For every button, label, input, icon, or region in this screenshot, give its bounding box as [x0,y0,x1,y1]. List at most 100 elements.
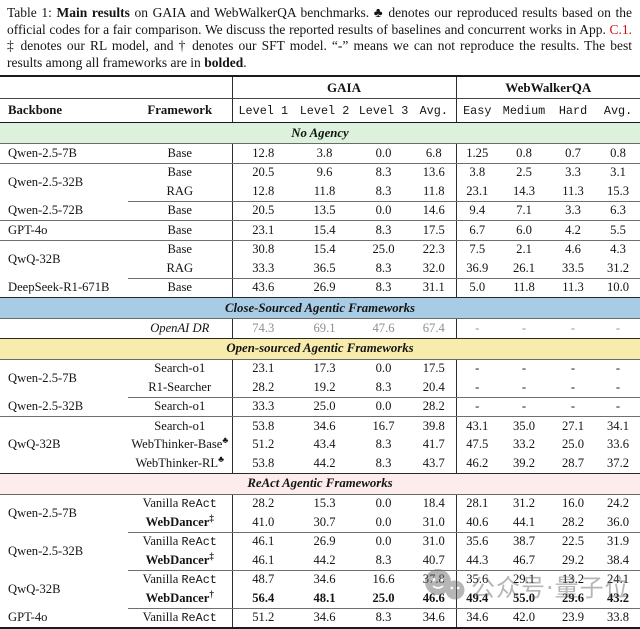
value-cell: 31.0 [412,513,457,533]
value-cell: 0.0 [375,534,392,549]
framework-cell: Base [128,240,232,259]
value-cell: 34.6 [313,610,336,625]
value-cell: 5.5 [596,220,640,241]
value-cell: 36.9 [455,259,499,279]
value-cell: 41.7 [422,437,445,452]
value-cell: 74.3 [231,318,294,338]
framework-cell: Base [128,220,232,241]
value-cell: 3.8 [455,163,499,182]
col-header-medium: Medium [498,98,551,123]
value-cell: 14.6 [412,201,457,221]
col-header-level2: Level 2 [294,98,355,123]
backbone-cell: QwQ-32B [8,581,61,596]
framework-marker: ♣ [218,454,225,464]
value-cell: 30.7 [294,513,355,533]
framework-cell: Search-o1 [128,397,232,417]
value-cell: 8.3 [355,259,412,279]
value-cell: 13.6 [422,165,445,180]
value-cell: 20.5 [231,163,294,182]
value-cell: 14.3 [498,182,551,202]
value-cell: 33.5 [550,259,597,279]
value-cell: 32.0 [412,259,457,279]
framework-label-mono: ReAct [181,573,217,588]
value-cell: 34.6 [313,572,336,587]
value-cell: 24.2 [607,496,630,511]
framework-cell: R1-Searcher [128,378,232,398]
value-cell: 23.1 [231,359,294,378]
framework-label: Base [167,145,192,160]
value-cell: 39.2 [512,455,536,470]
value-cell: - [455,378,499,398]
value-cell: - [521,361,527,376]
table-row: GPT-4o Base 23.1 15.4 8.3 17.5 6.7 6.0 4.2 5.5 [0,220,640,241]
framework-cell: Base [128,278,232,298]
value-cell: 34.6 [313,418,336,433]
value-cell: 31.2 [596,259,640,279]
value-cell: 42.0 [512,610,536,625]
caption-text: on GAIA and WebWalkerQA benchmarks. ♣ de… [7,5,632,37]
backbone-cell: Qwen-2.5-7B [8,505,77,520]
col-header-framework: Framework [128,98,232,123]
value-cell: 27.1 [561,418,585,433]
value-cell: 31.1 [422,280,445,295]
value-cell: 56.4 [231,589,294,609]
value-cell: 37.2 [607,455,630,470]
value-cell: 8.3 [375,280,392,295]
appendix-reference[interactable]: C.1. [609,21,632,37]
framework-label: Base [167,242,192,257]
value-cell: 6.0 [498,220,551,241]
framework-cell: WebThinker-Base♣ [128,436,232,455]
framework-cell: Search-o1 [128,417,232,436]
value-cell: 8.3 [375,610,392,625]
value-cell: 2.1 [516,242,532,257]
framework-marker: † [209,589,214,599]
value-cell: 43.1 [455,416,499,436]
value-cell: 33.2 [512,437,536,452]
table-row: DeepSeek-R1-671B Base 43.6 26.9 8.3 31.1 5.0 11… [0,278,640,298]
section-header-row: Close-Sourced Agentic Frameworks [0,297,640,319]
value-cell: 31.9 [607,534,630,549]
value-cell: 26.1 [498,259,551,279]
value-cell: - [596,378,640,398]
value-cell: 28.7 [561,455,585,470]
value-cell: 33.6 [607,437,630,452]
backbone-cell: Qwen-2.5-32B [8,174,84,189]
value-cell: 3.8 [294,143,355,164]
value-cell: 6.3 [596,201,640,221]
group-header-row: GAIA WebWalkerQA [0,76,640,99]
section-header-row: No Agency [0,122,640,144]
table-row: WebThinker-Base♣ 51.2 43.4 8.3 41.7 47.5 33.2 2… [0,435,640,455]
value-cell: 46.7 [498,551,551,571]
value-cell: 11.3 [550,182,597,202]
value-cell: 16.0 [561,496,585,511]
value-cell: 51.2 [231,435,294,454]
value-cell: 37.8 [422,572,445,587]
value-cell: 28.2 [231,494,294,513]
section-header-row: Open-sourced Agentic Frameworks [0,337,640,360]
value-cell: 0.7 [550,143,597,164]
framework-label: WebDancer [145,590,210,605]
framework-cell: Vanilla ReAct [128,608,232,628]
value-cell: 26.9 [313,534,336,549]
section-title: Close-Sourced Agentic Frameworks [0,297,640,319]
value-cell: 0.0 [355,143,412,164]
value-cell: 43.6 [231,278,294,298]
table-row: Qwen-2.5-7B Base 12.8 3.8 0.0 6.8 1.25 0.8 0.7 0.… [0,143,640,164]
value-cell: 0.8 [498,143,551,164]
value-cell: 35.6 [455,570,499,589]
value-cell: 51.2 [231,608,294,628]
table-row: WebThinker-RL♣ 53.8 44.2 8.3 43.7 46.2 39.2 28.… [0,454,640,473]
backbone-cell: QwQ-32B [8,251,61,266]
table-row: OpenAI DR 74.3 69.1 47.6 67.4- - - - [0,318,640,338]
value-cell: 9.6 [316,165,333,180]
framework-label: Base [167,165,192,180]
framework-cell: WebThinker-RL♣ [128,454,232,473]
value-cell: 1.25 [455,143,499,164]
framework-label: Vanilla [142,496,182,511]
value-cell: - [498,378,551,398]
value-cell: 44.1 [498,513,551,533]
caption-text: bolded [204,54,244,70]
value-cell: 22.5 [561,534,585,549]
value-cell: 47.6 [372,320,395,335]
value-cell: 36.0 [596,513,640,533]
